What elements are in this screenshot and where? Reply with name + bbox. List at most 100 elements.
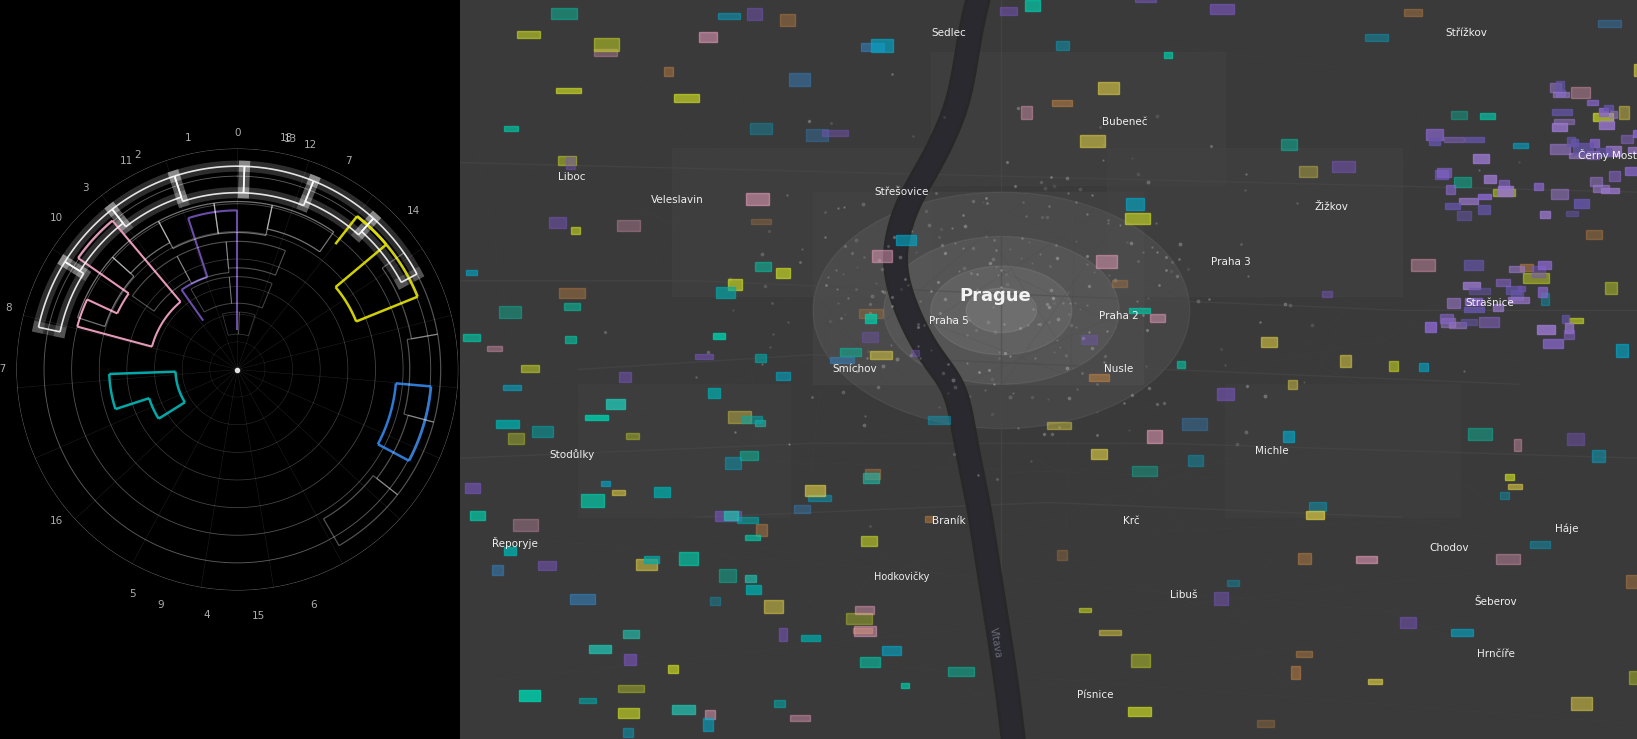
Bar (539, 562, 555, 570)
Bar (830, 356, 855, 363)
Bar (499, 306, 521, 318)
Bar (1601, 188, 1619, 194)
Bar (1126, 198, 1144, 210)
Bar (1131, 466, 1157, 476)
Bar (1568, 319, 1583, 323)
Text: 15: 15 (252, 611, 265, 621)
Bar (1550, 144, 1570, 154)
Bar (643, 556, 660, 563)
Text: Smíchov: Smíchov (832, 364, 876, 375)
Bar (1554, 92, 1570, 97)
Text: Sedlec: Sedlec (931, 28, 966, 38)
Bar (1555, 81, 1563, 89)
Bar (532, 426, 553, 437)
Bar (728, 412, 751, 423)
Bar (866, 314, 876, 323)
Bar (1436, 170, 1447, 179)
Bar (1300, 166, 1318, 177)
Bar (897, 235, 917, 245)
Bar (1134, 0, 1156, 1)
Bar (910, 350, 918, 355)
Bar (740, 451, 758, 460)
Text: 6: 6 (311, 600, 318, 610)
Bar (1493, 189, 1514, 196)
Bar (1321, 290, 1331, 296)
Bar (859, 658, 881, 667)
Bar (1596, 148, 1611, 156)
Text: Praha 5: Praha 5 (928, 316, 969, 327)
Bar (800, 635, 820, 641)
Bar (1540, 211, 1550, 218)
Bar (1480, 113, 1495, 120)
Bar (1130, 308, 1149, 313)
Bar (519, 689, 540, 701)
Bar (1297, 651, 1311, 657)
Bar (578, 384, 789, 517)
Bar (1478, 316, 1498, 327)
Text: Háje: Háje (1555, 523, 1578, 534)
Bar (751, 219, 771, 225)
Bar (805, 485, 825, 496)
Bar (1459, 198, 1478, 204)
Bar (1058, 550, 1067, 560)
Bar (1080, 336, 1097, 344)
Bar (1534, 183, 1544, 190)
Bar (746, 194, 769, 205)
Bar (1514, 439, 1521, 452)
Bar (1053, 101, 1072, 106)
Bar (1444, 202, 1460, 209)
Text: Střížkov: Střížkov (1445, 28, 1488, 38)
Text: Vltava: Vltava (987, 627, 1003, 659)
Text: 0: 0 (234, 128, 241, 138)
Bar (1513, 143, 1527, 148)
Bar (1572, 86, 1591, 98)
Bar (1632, 130, 1637, 137)
Text: 13: 13 (283, 134, 298, 144)
Bar (1590, 140, 1599, 147)
Bar (1499, 180, 1509, 189)
Bar (873, 251, 892, 262)
Bar (1021, 106, 1031, 119)
Bar (665, 67, 673, 76)
Bar (719, 13, 740, 18)
Bar (625, 434, 638, 439)
Bar (552, 8, 578, 19)
Text: Bubeneč: Bubeneč (1102, 117, 1148, 127)
Bar (1568, 137, 1575, 146)
Bar (521, 365, 539, 372)
Bar (1598, 20, 1621, 27)
Text: Praha 2: Praha 2 (1098, 311, 1139, 321)
Bar (1588, 151, 1599, 159)
Bar (1445, 185, 1455, 194)
Bar (509, 433, 524, 444)
Text: Šeberov: Šeberov (1475, 597, 1517, 607)
Bar (871, 39, 894, 52)
Bar (1098, 630, 1121, 635)
Bar (1599, 108, 1608, 116)
Bar (1552, 109, 1572, 115)
Bar (1565, 322, 1573, 333)
Bar (1437, 168, 1450, 177)
Bar (719, 569, 735, 582)
Bar (1562, 316, 1570, 323)
Bar (606, 399, 625, 409)
Circle shape (814, 192, 1190, 429)
Text: Střešovice: Střešovice (874, 187, 928, 197)
Bar (707, 388, 720, 398)
Bar (791, 715, 810, 721)
Bar (863, 333, 877, 342)
Bar (863, 473, 879, 483)
Bar (1306, 511, 1324, 520)
Bar (1540, 293, 1549, 305)
Bar (755, 262, 771, 271)
Bar (1499, 491, 1509, 500)
Bar (1619, 106, 1629, 119)
Text: 4: 4 (205, 610, 211, 620)
Bar (1593, 185, 1609, 192)
Bar (1092, 449, 1107, 459)
Bar (1478, 205, 1490, 214)
Bar (1504, 474, 1514, 480)
Bar (727, 279, 742, 290)
Bar (1496, 554, 1521, 564)
Bar (750, 123, 773, 134)
